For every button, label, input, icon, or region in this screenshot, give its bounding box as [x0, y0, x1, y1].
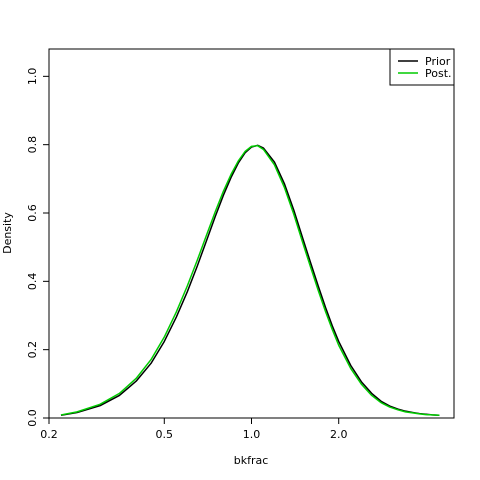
series-line-post [60, 144, 440, 417]
y-axis: 0.0 0.2 0.4 0.6 0.8 1.0 [26, 68, 49, 427]
y-tick-label: 0.4 [26, 273, 39, 291]
x-tick-label: 0.2 [40, 428, 58, 441]
legend-label-post: Post. [425, 67, 452, 80]
curves-layer [60, 144, 440, 417]
y-tick-label: 1.0 [26, 68, 39, 86]
legend-box [389, 48, 455, 86]
y-axis-label: Density [1, 212, 14, 254]
x-axis-label: bkfrac [234, 454, 269, 467]
x-tick-label: 0.5 [156, 428, 174, 441]
y-tick-label: 0.8 [26, 136, 39, 154]
series-line-prior [60, 144, 440, 417]
x-tick-label: 1.0 [243, 428, 261, 441]
y-tick-label: 0.2 [26, 341, 39, 359]
legend: Prior Post. [389, 48, 455, 86]
legend-label-prior: Prior [425, 55, 451, 68]
y-tick-label: 0.0 [26, 409, 39, 427]
x-tick-label: 2.0 [330, 428, 348, 441]
y-tick-label: 0.6 [26, 204, 39, 222]
plot-frame [48, 48, 455, 419]
x-axis: 0.2 0.5 1.0 2.0 [40, 418, 347, 441]
